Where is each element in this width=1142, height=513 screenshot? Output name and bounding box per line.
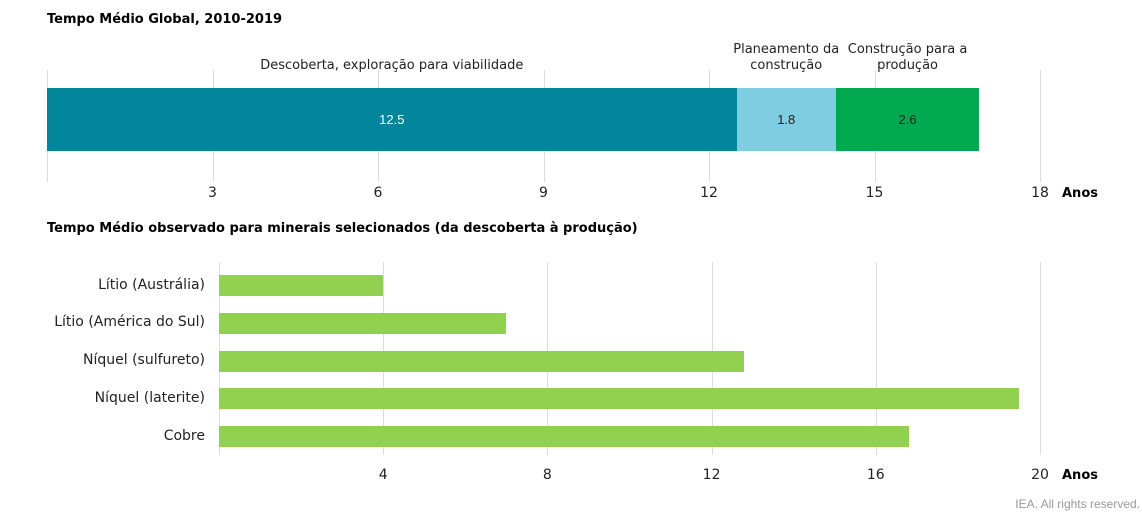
grid-line [1040, 262, 1041, 455]
x-tick-label: 18 [1031, 185, 1049, 201]
x-tick-label: 20 [1031, 467, 1049, 483]
bar [219, 426, 909, 448]
x-tick-label: 3 [208, 185, 217, 201]
bar-segment [835, 88, 980, 151]
category-label: Níquel (sulfureto) [83, 352, 205, 369]
category-label: Níquel (laterite) [94, 389, 205, 406]
bar [219, 312, 507, 334]
chart-title: Tempo Médio Global, 2010-2019 [47, 12, 283, 27]
chart-title: Tempo Médio observado para minerais sele… [47, 221, 638, 236]
x-tick-label: 9 [539, 185, 548, 201]
bar [219, 350, 745, 372]
segment-label: Descoberta, exploração para viabilidade [260, 58, 524, 73]
value-label: 1.8 [777, 111, 796, 127]
value-label: 2.6 [898, 111, 917, 127]
x-tick-label: 6 [373, 185, 383, 201]
category-label: Lítio (América do Sul) [54, 314, 205, 331]
axis-unit: Anos [1062, 468, 1098, 483]
footer: IEA. All rights reserved. [1015, 497, 1140, 511]
segment-label: Planeamento da construção [733, 42, 840, 73]
x-tick-label: 16 [866, 467, 885, 483]
axis-unit: Anos [1062, 186, 1098, 201]
x-tick-label: 15 [865, 185, 884, 201]
category-label: Cobre [163, 427, 205, 444]
grid-line [1040, 70, 1041, 182]
segment-label: Construção para a produção [847, 42, 968, 73]
x-tick-label: 12 [702, 467, 721, 483]
bar-segment [47, 88, 737, 151]
grid-line [875, 262, 877, 455]
category-label: Lítio (Austrália) [98, 276, 205, 293]
bar [219, 388, 1020, 410]
bar-segment [736, 88, 836, 151]
value-label: 12.5 [379, 111, 405, 127]
x-tick-label: 4 [378, 467, 388, 483]
bar [219, 275, 384, 296]
x-tick-label: 8 [542, 467, 552, 483]
x-tick-label: 12 [700, 185, 718, 201]
